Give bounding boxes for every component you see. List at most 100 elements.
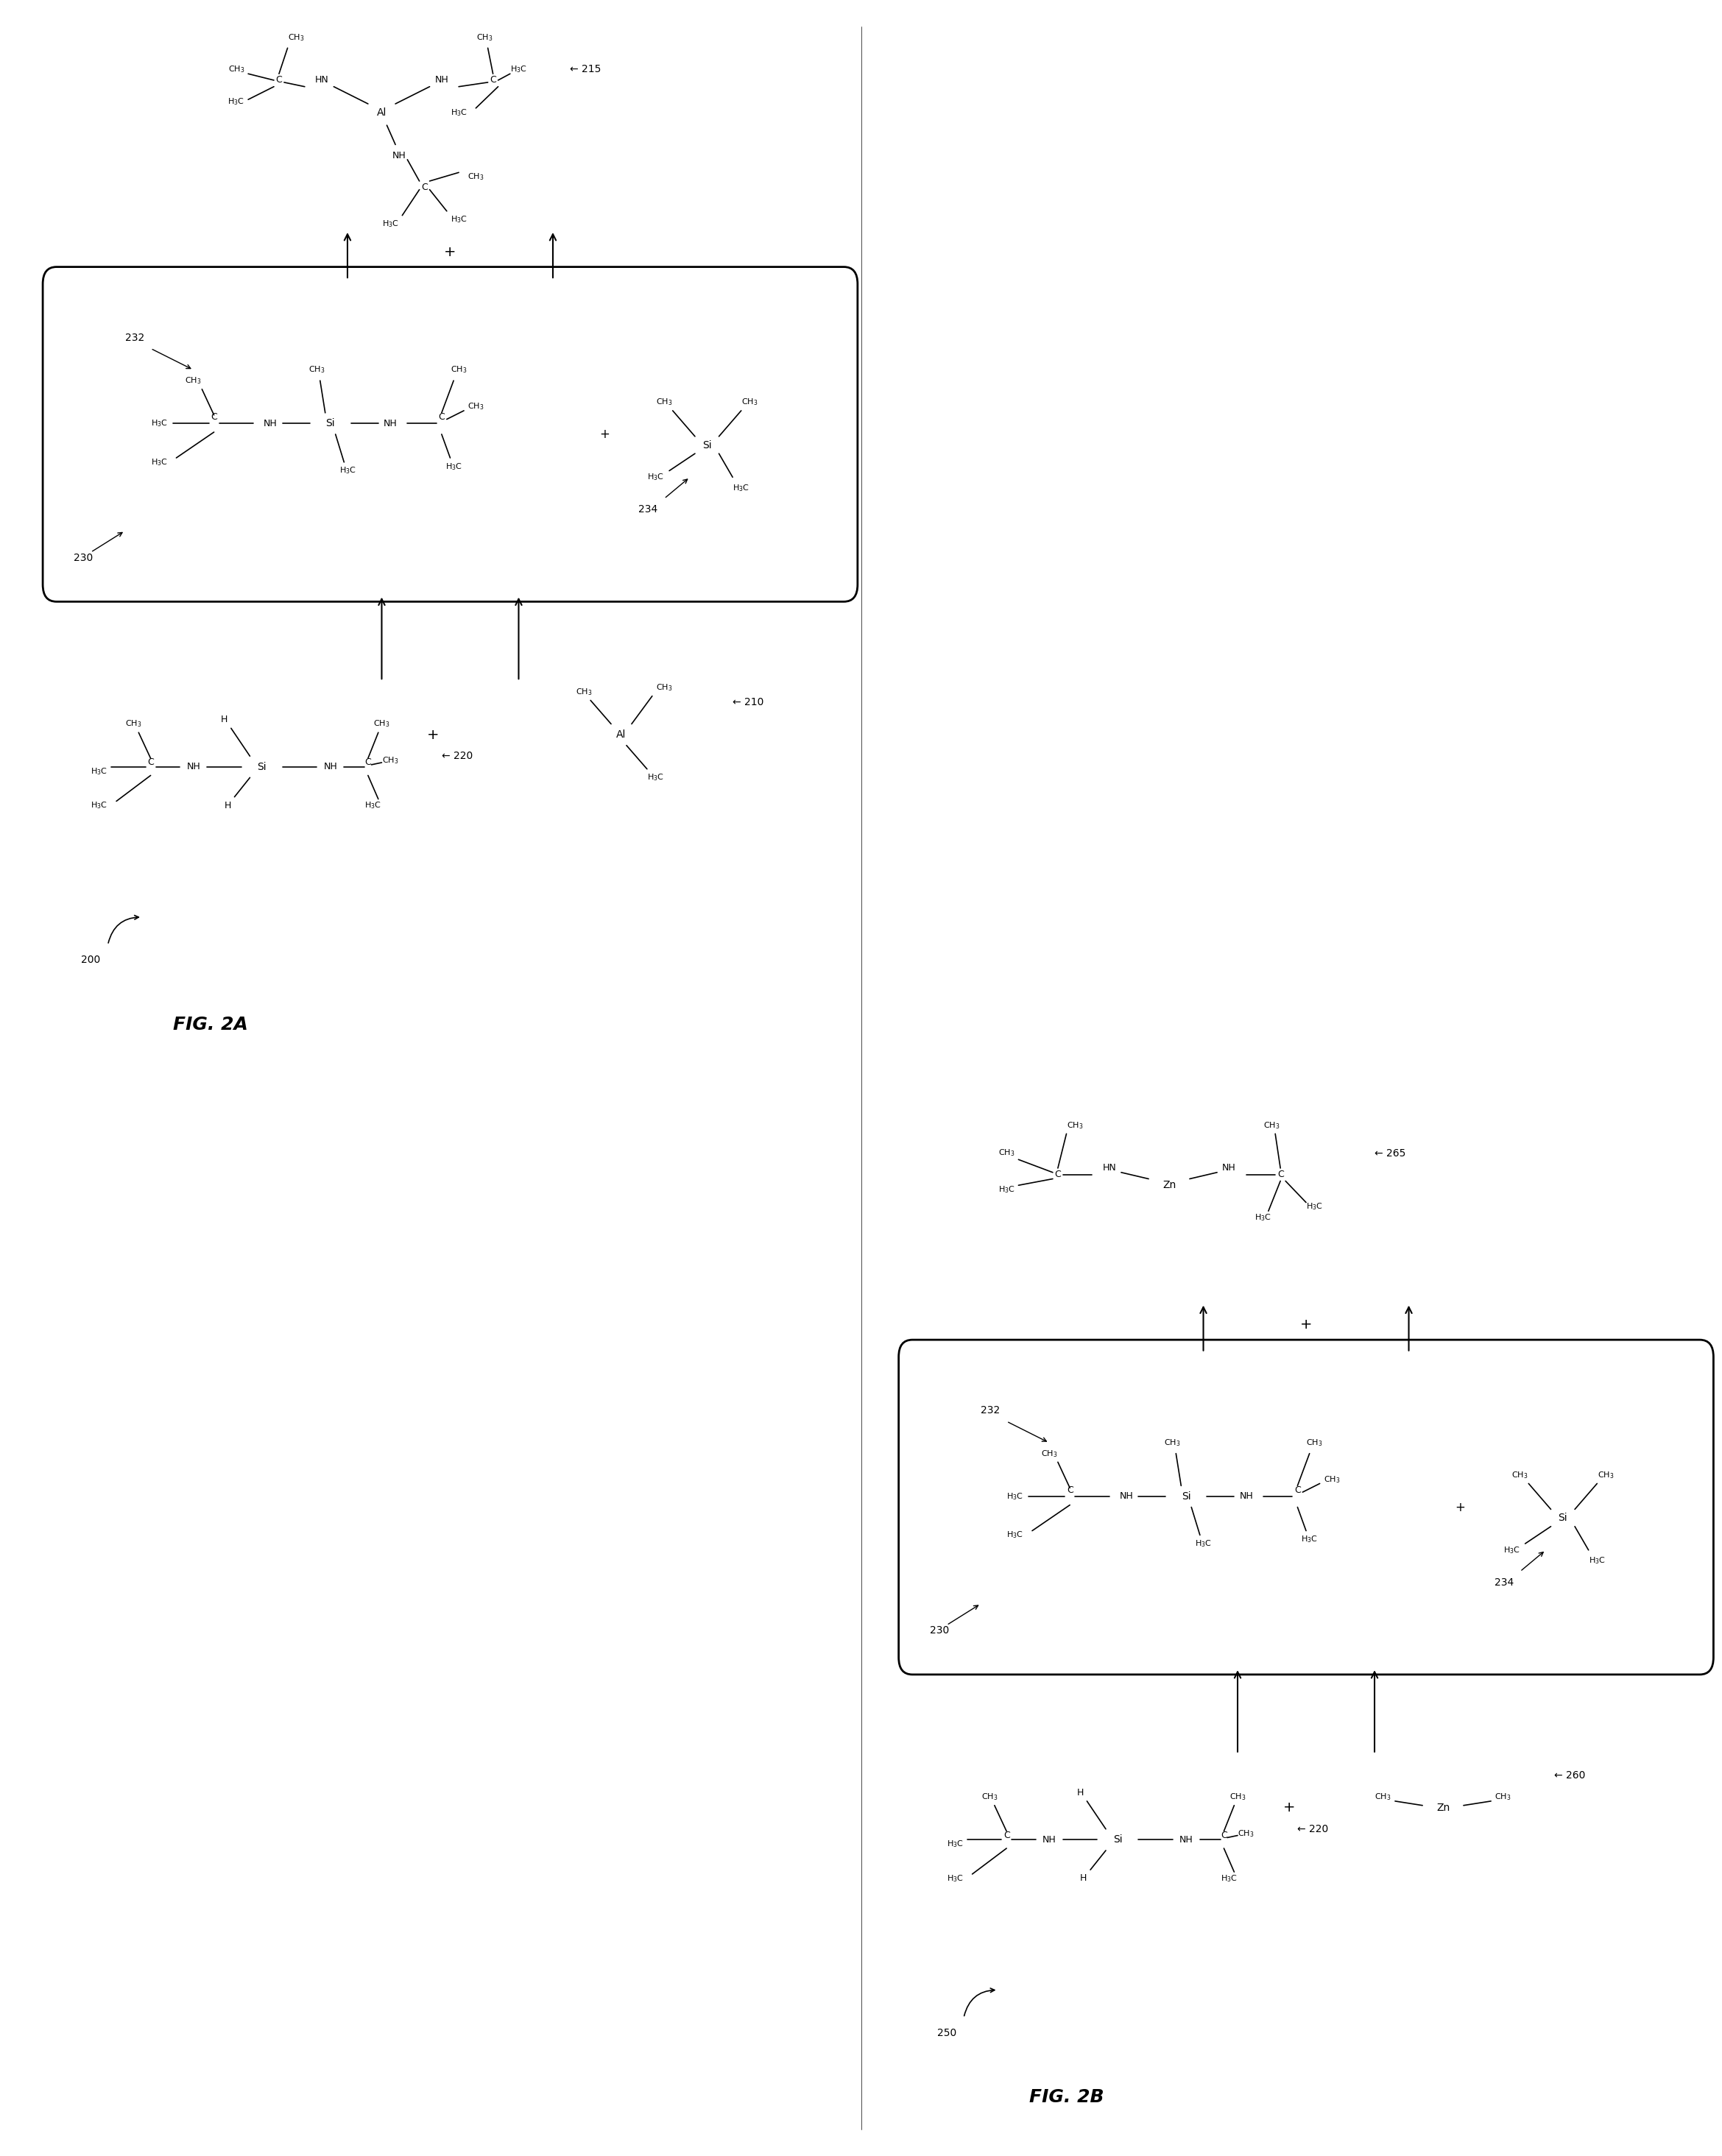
Text: CH$_3$: CH$_3$ [1324, 1475, 1340, 1483]
Text: NH: NH [384, 418, 398, 429]
Text: 232: 232 [126, 332, 145, 343]
Text: CH$_3$: CH$_3$ [126, 718, 141, 729]
Text: NH: NH [1042, 1835, 1056, 1846]
Text: +: + [1455, 1501, 1465, 1514]
Text: 230: 230 [930, 1626, 949, 1636]
Text: Al: Al [616, 729, 627, 740]
Text: H$_3$C: H$_3$C [446, 461, 461, 472]
Text: C: C [276, 75, 282, 84]
Text: CH$_3$: CH$_3$ [1164, 1438, 1181, 1449]
Text: HN: HN [1102, 1164, 1116, 1173]
Text: H$_3$C: H$_3$C [947, 1839, 964, 1850]
Text: NH: NH [186, 761, 200, 772]
Text: H$_3$C: H$_3$C [365, 800, 382, 811]
Text: H$_3$C: H$_3$C [947, 1874, 964, 1884]
Text: CH$_3$: CH$_3$ [1374, 1792, 1391, 1802]
Text: Si: Si [1112, 1835, 1123, 1846]
Text: H$_3$C: H$_3$C [1195, 1539, 1212, 1548]
Text: C: C [1221, 1830, 1228, 1841]
Text: H$_3$C: H$_3$C [1221, 1874, 1238, 1884]
Text: CH$_3$: CH$_3$ [382, 755, 398, 765]
Text: H: H [1076, 1787, 1083, 1798]
Text: Zn: Zn [1436, 1802, 1450, 1813]
Text: CH$_3$: CH$_3$ [468, 172, 484, 181]
Text: H$_3$C: H$_3$C [91, 765, 108, 776]
Text: 200: 200 [81, 955, 100, 966]
Text: CH$_3$: CH$_3$ [468, 401, 484, 412]
Text: Zn: Zn [1162, 1179, 1176, 1190]
Text: C: C [210, 412, 217, 423]
Text: CH$_3$: CH$_3$ [451, 364, 467, 375]
Text: H$_3$C: H$_3$C [1302, 1535, 1317, 1544]
Text: C: C [439, 412, 444, 423]
Text: H$_3$C: H$_3$C [449, 216, 467, 224]
Text: ← 215: ← 215 [570, 65, 601, 75]
Text: NH: NH [434, 75, 448, 84]
Text: CH$_3$: CH$_3$ [1598, 1470, 1614, 1479]
Text: 250: 250 [937, 2027, 956, 2037]
Text: Si: Si [703, 440, 711, 451]
Text: Si: Si [1558, 1514, 1567, 1522]
Text: CH$_3$: CH$_3$ [1264, 1121, 1279, 1130]
Text: HN: HN [315, 75, 329, 84]
Text: NH: NH [1240, 1492, 1254, 1501]
Text: +: + [1300, 1317, 1312, 1332]
Text: +: + [1283, 1800, 1295, 1815]
Text: 234: 234 [639, 505, 658, 515]
Text: CH$_3$: CH$_3$ [656, 683, 672, 692]
Text: H$_3$C: H$_3$C [734, 483, 749, 494]
Text: CH$_3$: CH$_3$ [1230, 1792, 1247, 1802]
Text: CH$_3$: CH$_3$ [982, 1792, 997, 1802]
Text: H$_3$C: H$_3$C [1007, 1492, 1023, 1501]
Text: NH: NH [1119, 1492, 1133, 1501]
Text: H$_3$C: H$_3$C [1255, 1212, 1273, 1222]
Text: H$_3$C: H$_3$C [152, 457, 167, 468]
Text: H$_3$C: H$_3$C [382, 220, 400, 229]
Text: CH$_3$: CH$_3$ [374, 718, 389, 729]
Text: C: C [1054, 1171, 1061, 1179]
Text: +: + [599, 427, 610, 440]
Text: H$_3$C: H$_3$C [91, 800, 108, 811]
Text: CH$_3$: CH$_3$ [1512, 1470, 1529, 1479]
Text: ← 220: ← 220 [441, 750, 474, 761]
Text: ← 220: ← 220 [1297, 1824, 1329, 1835]
Text: Al: Al [377, 108, 387, 119]
Text: 234: 234 [1495, 1576, 1514, 1587]
Text: H$_3$C: H$_3$C [647, 772, 665, 783]
Text: C: C [422, 183, 427, 192]
Text: C: C [1295, 1485, 1300, 1494]
Text: CH$_3$: CH$_3$ [227, 65, 245, 75]
Text: CH$_3$: CH$_3$ [308, 364, 325, 375]
Text: H$_3$C: H$_3$C [227, 97, 245, 108]
Text: H$_3$C: H$_3$C [339, 466, 356, 476]
Text: C: C [1278, 1171, 1283, 1179]
Text: CH$_3$: CH$_3$ [288, 32, 305, 43]
Text: ← 210: ← 210 [732, 696, 765, 707]
Text: FIG. 2A: FIG. 2A [172, 1015, 248, 1033]
Text: C: C [148, 757, 153, 768]
Text: NH: NH [263, 418, 277, 429]
FancyBboxPatch shape [899, 1339, 1713, 1675]
Text: Si: Si [257, 761, 267, 772]
Text: ← 265: ← 265 [1374, 1147, 1405, 1158]
Text: H: H [224, 800, 231, 811]
Text: CH$_3$: CH$_3$ [1042, 1449, 1057, 1460]
Text: C: C [365, 757, 372, 768]
Text: CH$_3$: CH$_3$ [475, 32, 492, 43]
Text: CH$_3$: CH$_3$ [1238, 1828, 1254, 1839]
Text: CH$_3$: CH$_3$ [656, 397, 672, 407]
Text: CH$_3$: CH$_3$ [742, 397, 758, 407]
FancyBboxPatch shape [43, 267, 858, 602]
Text: NH: NH [393, 151, 406, 160]
Text: H$_3$C: H$_3$C [1307, 1201, 1322, 1212]
Text: H$_3$C: H$_3$C [1589, 1557, 1605, 1565]
Text: Si: Si [1181, 1492, 1192, 1501]
Text: +: + [444, 246, 456, 259]
Text: +: + [427, 729, 439, 742]
Text: H: H [1080, 1874, 1087, 1882]
Text: CH$_3$: CH$_3$ [1307, 1438, 1322, 1449]
Text: H$_3$C: H$_3$C [999, 1184, 1014, 1194]
Text: C: C [1066, 1485, 1073, 1494]
Text: 230: 230 [74, 552, 93, 563]
Text: CH$_3$: CH$_3$ [575, 686, 592, 696]
